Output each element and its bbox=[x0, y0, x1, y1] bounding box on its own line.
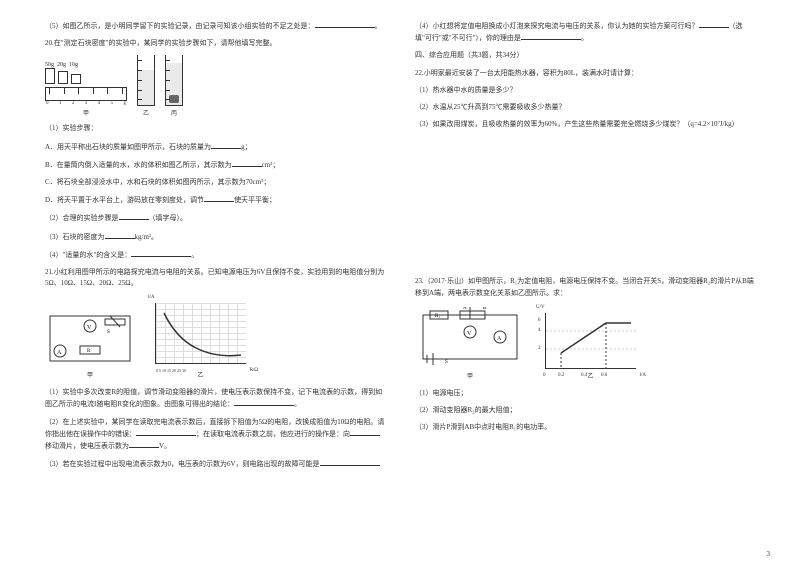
q22-1: （1）热水器中水的质量是多少？ bbox=[415, 85, 755, 96]
step-b: B．在量筒内倒入适量的水，水的体积如图乙所示，其示数为 bbox=[45, 161, 232, 169]
svg-text:A: A bbox=[463, 307, 467, 311]
blank-21-4a[interactable] bbox=[699, 20, 729, 28]
circuit-svg: A V R S bbox=[45, 311, 135, 366]
graph-q23: U/V I/A 6 4 2 0 0.2 0.4 0.6 乙 bbox=[545, 313, 636, 380]
svg-text:V: V bbox=[87, 325, 92, 331]
fig-label-jia: 甲 bbox=[45, 108, 127, 117]
q22-2: （2）水温从25℃升高到75℃需要吸收多少热量？ bbox=[415, 102, 755, 113]
section-4: 四、综合应用题（共3题，共34分） bbox=[415, 50, 755, 61]
circuit-jia: A V R S 甲 bbox=[45, 311, 135, 379]
step-a: A．用天平称出石块的质量如图甲所示，石块的质量为 bbox=[45, 143, 211, 151]
cylinder-yi: 乙 bbox=[137, 55, 155, 117]
ruler-numbers: 012345g bbox=[45, 101, 127, 106]
weight-label-10: 10g bbox=[69, 62, 78, 68]
blank-d[interactable] bbox=[204, 194, 234, 202]
blank-21-2a[interactable] bbox=[136, 428, 196, 436]
q21-4: （4）小红想将定值电阻换成小灯泡来探究电流与电压的关系，你认为她的实验方案可行吗… bbox=[415, 22, 699, 30]
q23-2: （2）滑动变阻器R₂的最大阻值； bbox=[415, 405, 755, 416]
step-d: D．将天平置于水平台上，游码放在零刻度处，调节 bbox=[45, 196, 204, 204]
blank-4[interactable] bbox=[131, 249, 191, 257]
svg-text:R: R bbox=[87, 349, 91, 354]
q23-3: （3）滑片P滑到AB中点时电阻R₁的电功率。 bbox=[415, 422, 755, 433]
blank-2[interactable] bbox=[119, 212, 149, 220]
ruler bbox=[45, 87, 127, 101]
blank-21-2b[interactable] bbox=[350, 428, 380, 436]
graph-q23-svg bbox=[546, 313, 636, 368]
q21-1: （1）实验中多次改变R的阻值，调节滑动变阻器的滑片，使电压表示数保持不变，记下电… bbox=[45, 388, 382, 408]
svg-text:R₁: R₁ bbox=[435, 314, 440, 319]
q21-3: （3）若在实验过程中出现电流表示数为0，电压表的示数为6V，则电路出现的故障可能… bbox=[45, 460, 320, 468]
svg-text:A: A bbox=[57, 350, 62, 356]
weight-label-20: 20g bbox=[57, 62, 66, 68]
step-c: C．将石块全部浸没水中，水和石块的体积如图丙所示，其示数为70cm³； bbox=[45, 177, 385, 188]
svg-text:S: S bbox=[107, 330, 110, 335]
blank-21-1[interactable] bbox=[234, 398, 294, 406]
blank-a[interactable] bbox=[211, 141, 241, 149]
circuit-q23-svg: R₁ AB P A V S bbox=[415, 307, 525, 367]
weight-10g bbox=[71, 74, 81, 84]
circuit-q23: R₁ AB P A V S 甲 bbox=[415, 307, 525, 380]
blank-q5[interactable] bbox=[315, 20, 375, 28]
curve-svg bbox=[156, 303, 246, 363]
q20-intro: 20.在"测定石块密度"的实验中，某同学的实验步骤如下，请帮他填写完整。 bbox=[45, 38, 385, 49]
svg-text:V: V bbox=[467, 331, 472, 337]
cylinder-bing: 丙 bbox=[165, 55, 183, 117]
blank-b[interactable] bbox=[232, 159, 262, 167]
q22-intro: 22.小明家最近安装了一台太阳能热水器，容积为80L，装满水时请计算： bbox=[415, 68, 755, 79]
q5-text: （5）如图乙所示，是小明同学留下的实验记录，由记录可知该小组实验的不足之处是： bbox=[45, 22, 315, 30]
blank-21-2c[interactable] bbox=[129, 440, 159, 448]
page-number: 3 bbox=[767, 550, 771, 558]
step-4: （4）"适量的水"的含义是： bbox=[45, 251, 131, 259]
step-2: （2）合理的实验步骤是 bbox=[45, 214, 119, 222]
svg-text:B: B bbox=[483, 307, 487, 311]
q21-intro: 21.小红利用图甲所示的电路探究电流与电阻的关系。已知电源电压为6V且保持不变，… bbox=[45, 267, 385, 289]
blank-21-3[interactable] bbox=[320, 458, 380, 466]
graph-yi: I/A R/Ω 0 5 10 15 20 25 30 乙 bbox=[155, 297, 246, 379]
blank-3[interactable] bbox=[105, 231, 135, 239]
blank-21-4b[interactable] bbox=[521, 32, 581, 40]
q22-3: （3）如果改用煤炭，且吸收热量的效率为60%，产生这些热量需要完全燃烧多少煤炭？… bbox=[415, 119, 755, 130]
q23-1: （1）电源电压； bbox=[415, 388, 755, 399]
q23-intro: 23.（2017·乐山）如甲图所示，R₁为定值电阻，电源电压保持不变。当闭合开关… bbox=[415, 276, 755, 298]
weight-50g bbox=[45, 68, 55, 84]
figure-row-q20: 50g 20g 10g 012345g 甲 乙 丙 bbox=[45, 55, 385, 117]
svg-text:S: S bbox=[445, 360, 448, 365]
svg-text:A: A bbox=[497, 336, 502, 342]
weights-figure: 50g 20g 10g 012345g 甲 bbox=[45, 62, 127, 117]
weight-20g bbox=[58, 71, 68, 84]
step-3: （3）石块的密度为 bbox=[45, 233, 105, 241]
step-title: （1）实验步骤： bbox=[45, 123, 385, 134]
